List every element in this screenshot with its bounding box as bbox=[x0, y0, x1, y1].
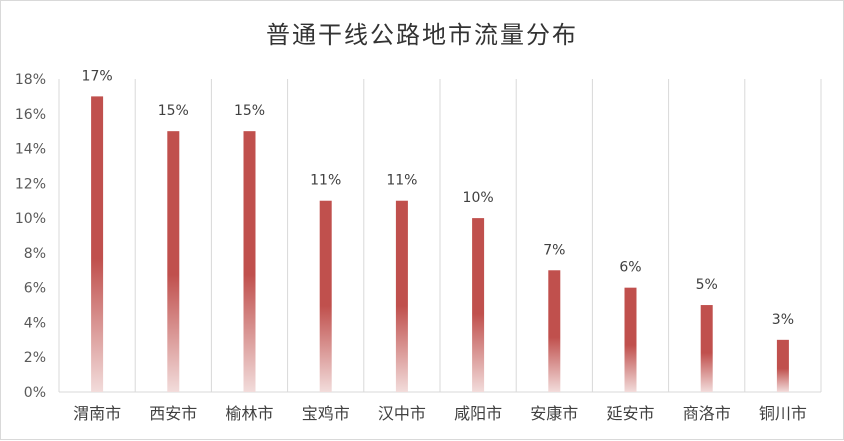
data-label: 6% bbox=[619, 260, 641, 276]
bar bbox=[700, 305, 713, 392]
x-tick-label: 铜川市 bbox=[759, 404, 807, 423]
x-tick-label: 渭南市 bbox=[73, 404, 121, 423]
data-label: 7% bbox=[543, 242, 565, 258]
x-tick-label: 榆林市 bbox=[225, 404, 273, 423]
data-label: 5% bbox=[696, 277, 718, 293]
y-tick-label: 6% bbox=[24, 281, 46, 297]
bar bbox=[167, 131, 180, 392]
x-tick-label: 商洛市 bbox=[683, 404, 731, 423]
x-tick-label: 安康市 bbox=[530, 404, 578, 423]
bar bbox=[548, 270, 561, 392]
bar bbox=[319, 200, 332, 392]
x-tick-label: 汉中市 bbox=[378, 404, 426, 423]
data-label: 10% bbox=[463, 190, 494, 206]
y-tick-label: 2% bbox=[24, 350, 46, 366]
data-label: 11% bbox=[310, 173, 341, 189]
y-tick-label: 10% bbox=[15, 211, 46, 227]
data-label: 15% bbox=[234, 103, 265, 119]
y-tick-label: 16% bbox=[15, 107, 46, 123]
y-tick-label: 18% bbox=[15, 72, 46, 88]
data-label: 17% bbox=[82, 68, 113, 84]
y-tick-label: 0% bbox=[24, 385, 46, 401]
bar bbox=[395, 200, 408, 392]
x-tick-label: 延安市 bbox=[606, 404, 654, 423]
y-tick-label: 14% bbox=[15, 142, 46, 158]
x-tick-label: 西安市 bbox=[149, 404, 197, 423]
bar bbox=[243, 131, 256, 392]
y-tick-label: 8% bbox=[24, 246, 46, 262]
bar bbox=[472, 218, 485, 392]
y-tick-label: 12% bbox=[15, 176, 46, 192]
x-tick-label: 宝鸡市 bbox=[302, 404, 350, 423]
data-label: 11% bbox=[386, 173, 417, 189]
bar-layer bbox=[91, 96, 789, 392]
y-tick-label: 4% bbox=[24, 315, 46, 331]
x-tick-label: 咸阳市 bbox=[454, 404, 502, 423]
label-layer: 17% 渭南市 15% 西安市 15% 榆林市 11% 宝鸡市 11% 汉中市 10% 咸阳市 7% 安康… bbox=[73, 68, 807, 423]
axis-layer: 0% 2% 4% 6% 8% 10% 12% 14% 16% 18% bbox=[15, 72, 822, 401]
chart-title: 普通干线公路地市流量分布 bbox=[266, 21, 578, 49]
bar bbox=[91, 96, 104, 392]
bar bbox=[624, 287, 637, 392]
data-label: 15% bbox=[158, 103, 189, 119]
data-label: 3% bbox=[772, 312, 794, 328]
bar bbox=[776, 339, 789, 392]
